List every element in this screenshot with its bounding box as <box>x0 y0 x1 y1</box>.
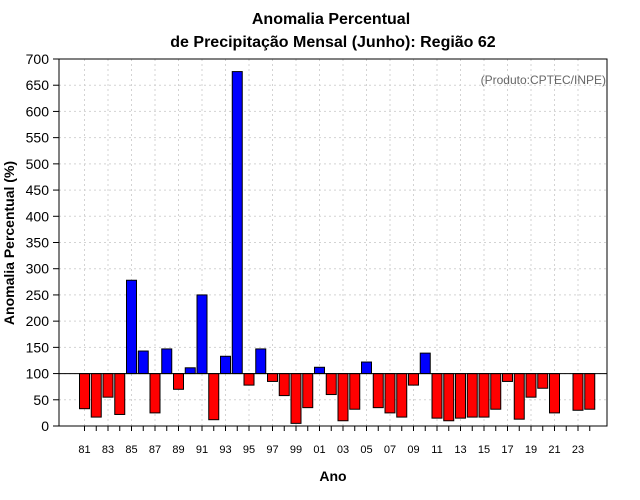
bar-03 <box>337 373 349 422</box>
x-tick-label: 87 <box>149 444 161 456</box>
y-tick-label: 300 <box>26 261 50 277</box>
bar-85 <box>126 279 137 375</box>
chart-title-line1: Anomalia Percentual <box>252 11 410 28</box>
bar-06 <box>372 373 384 409</box>
x-tick-label: 13 <box>454 444 466 456</box>
bar-87 <box>149 373 161 414</box>
bars-group <box>79 71 596 424</box>
bar-21 <box>549 373 560 414</box>
y-tick-label: 150 <box>26 339 50 355</box>
bar-24 <box>584 373 596 410</box>
y-tick-label: 250 <box>26 287 50 303</box>
y-tick-label: 650 <box>26 77 50 93</box>
y-tick-label: 550 <box>26 130 50 146</box>
bar-89 <box>173 373 184 390</box>
bar-11 <box>431 373 443 419</box>
y-axis-title: Anomalia Percentual (%) <box>1 161 17 325</box>
bar-19 <box>525 373 537 398</box>
bar-88 <box>161 348 173 375</box>
bar-05 <box>361 361 372 375</box>
chart-title-line2: de Precipitação Mensal (Junho): Região 6… <box>170 34 496 51</box>
bar-17 <box>502 373 513 382</box>
y-tick-label: 600 <box>26 103 50 119</box>
bar-23 <box>572 373 584 411</box>
x-axis-ticks: 81 83 85 87 89 91 93 95 97 99 01 03 05 07 09 11 13 15 17 19… <box>78 426 591 456</box>
bar-84 <box>114 373 126 415</box>
bar-10 <box>419 352 431 375</box>
bar-98 <box>278 373 290 397</box>
y-tick-label: 200 <box>26 313 50 329</box>
y-tick-label: 450 <box>26 182 50 198</box>
bar-02 <box>325 373 337 396</box>
bar-18 <box>513 373 525 420</box>
x-tick-label: 85 <box>125 444 137 456</box>
bar-08 <box>396 373 408 418</box>
bar-91 <box>196 294 208 375</box>
x-tick-label: 83 <box>102 444 114 456</box>
x-tick-label: 97 <box>266 444 278 456</box>
x-tick-label: 23 <box>572 444 584 456</box>
bar-12 <box>443 373 455 422</box>
bar-13 <box>455 373 466 419</box>
bar-94 <box>231 71 243 375</box>
bar-93 <box>220 355 231 375</box>
bar-15 <box>478 373 490 418</box>
x-tick-label: 81 <box>78 444 90 456</box>
x-tick-label: 93 <box>219 444 231 456</box>
bar-09 <box>408 373 419 386</box>
y-tick-label: 350 <box>26 235 50 251</box>
x-tick-label: 89 <box>172 444 184 456</box>
x-tick-label: 91 <box>196 444 208 456</box>
bar-96 <box>255 348 267 375</box>
bar-07 <box>384 373 396 414</box>
bar-95 <box>243 373 255 386</box>
bar-81 <box>79 373 90 410</box>
x-tick-label: 05 <box>360 444 372 456</box>
bar-99 <box>290 373 302 424</box>
x-axis-title: Ano <box>319 468 346 484</box>
bar-86 <box>137 350 149 375</box>
bar-14 <box>466 373 478 418</box>
bar-20 <box>537 373 549 389</box>
y-tick-label: 400 <box>26 208 50 224</box>
x-tick-label: 17 <box>501 444 513 456</box>
x-tick-label: 19 <box>525 444 537 456</box>
x-tick-label: 99 <box>290 444 302 456</box>
y-tick-label: 100 <box>26 366 50 382</box>
bar-83 <box>102 373 114 398</box>
y-axis-ticks: 0 50 100 150 200 250 300 350 400 450 500 550 600 650 7… <box>26 51 59 434</box>
y-tick-label: 50 <box>33 392 49 408</box>
bar-01 <box>314 366 325 375</box>
x-tick-label: 07 <box>384 444 396 456</box>
bar-16 <box>490 373 502 410</box>
x-tick-label: 09 <box>407 444 419 456</box>
x-tick-label: 11 <box>431 444 442 456</box>
bar-92 <box>208 373 220 421</box>
y-tick-label: 500 <box>26 156 50 172</box>
bar-97 <box>267 373 278 382</box>
x-tick-label: 01 <box>313 444 325 456</box>
bar-04 <box>349 373 361 410</box>
bar-82 <box>90 373 102 418</box>
bar-90 <box>184 367 196 375</box>
x-tick-label: 15 <box>478 444 490 456</box>
source-annotation: (Produto:CPTEC/INPE) <box>481 73 606 87</box>
x-tick-label: 21 <box>548 444 560 456</box>
x-tick-label: 03 <box>337 444 349 456</box>
bar-00 <box>302 373 314 409</box>
y-tick-label: 0 <box>41 418 49 434</box>
x-tick-label: 95 <box>243 444 255 456</box>
y-tick-label: 700 <box>26 51 50 67</box>
